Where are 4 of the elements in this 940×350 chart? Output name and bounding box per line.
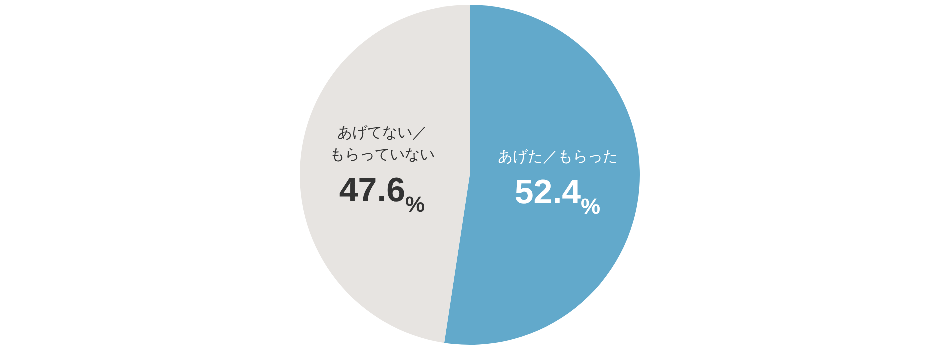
data-label: 52.4%: [514, 174, 601, 220]
slice-label: あげてない／もらっていない: [330, 123, 435, 164]
data-label: 47.6%: [339, 171, 426, 217]
slice-label: あげた／もらった: [498, 148, 618, 166]
